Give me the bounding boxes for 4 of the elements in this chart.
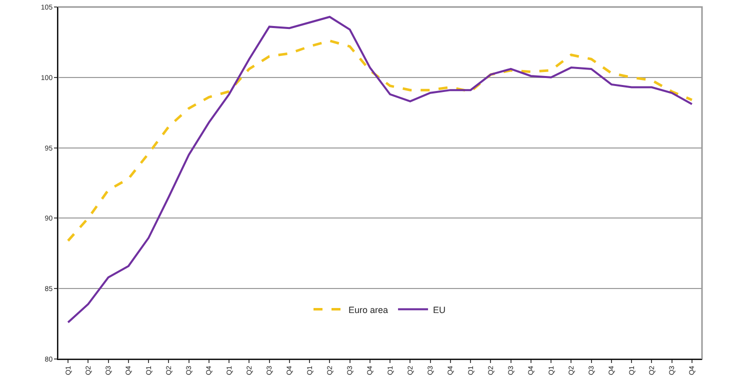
line-series	[66, 40, 694, 242]
line-series	[67, 16, 693, 324]
legend-label: EU	[433, 304, 446, 315]
legend-label: Euro area	[348, 304, 388, 315]
